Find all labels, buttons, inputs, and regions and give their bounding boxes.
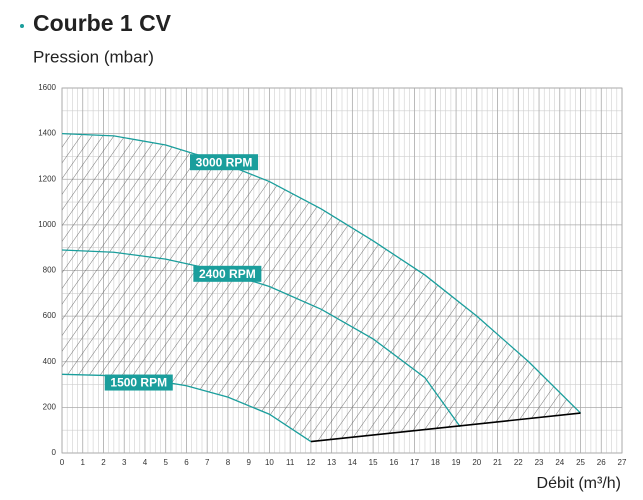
- x-tick-label: 20: [472, 458, 481, 467]
- x-tick-label: 6: [184, 458, 189, 467]
- series-label: 3000 RPM: [190, 154, 258, 171]
- curve: [310, 412, 581, 443]
- x-tick-label: 2: [101, 458, 106, 467]
- x-tick-label: 11: [286, 458, 295, 467]
- x-tick-label: 7: [205, 458, 210, 467]
- y-tick-label: 200: [43, 402, 57, 411]
- x-tick-label: 16: [389, 458, 398, 467]
- series-label: 1500 RPM: [104, 374, 173, 391]
- x-tick-label: 26: [597, 458, 606, 467]
- curve: [61, 249, 461, 428]
- x-tick-label: 18: [431, 458, 440, 467]
- x-tick-label: 3: [122, 458, 127, 467]
- x-tick-label: 21: [493, 458, 502, 467]
- y-tick-label: 1000: [38, 220, 56, 229]
- operating-area-hatch: [62, 133, 581, 442]
- y-tick-label: 1200: [38, 174, 56, 183]
- x-tick-label: 27: [618, 458, 627, 467]
- curve: [61, 373, 312, 443]
- y-tick-label: 400: [43, 357, 57, 366]
- x-tick-label: 8: [226, 458, 231, 467]
- series-label-text: 2400 RPM: [199, 267, 256, 281]
- series-label-box: [190, 154, 258, 171]
- chart-title: Courbe 1 CV: [33, 10, 172, 36]
- y-tick-label: 800: [43, 266, 57, 275]
- y-tick-label: 600: [43, 311, 57, 320]
- x-tick-label: 1: [81, 458, 86, 467]
- x-tick-label: 9: [246, 458, 251, 467]
- x-tick-label: 17: [410, 458, 419, 467]
- y-tick-label: 1400: [38, 129, 56, 138]
- curve: [61, 132, 581, 414]
- x-tick-label: 4: [143, 458, 148, 467]
- y-axis-title: Pression (mbar): [33, 47, 154, 66]
- x-tick-label: 13: [327, 458, 336, 467]
- series-label: 2400 RPM: [193, 265, 262, 282]
- x-tick-label: 12: [306, 458, 315, 467]
- title-bullet: [20, 24, 24, 28]
- series-label-text: 3000 RPM: [196, 155, 253, 169]
- x-tick-label: 25: [576, 458, 585, 467]
- x-tick-label: 15: [369, 458, 378, 467]
- x-axis-title: Débit (m³/h): [537, 475, 621, 492]
- series-label-box: [193, 265, 262, 282]
- x-tick-label: 19: [452, 458, 461, 467]
- y-tick-label: 0: [52, 448, 57, 457]
- x-tick-label: 14: [348, 458, 357, 467]
- x-tick-label: 24: [555, 458, 564, 467]
- x-tick-label: 5: [163, 458, 168, 467]
- x-tick-label: 22: [514, 458, 523, 467]
- series-label-text: 1500 RPM: [110, 376, 167, 390]
- y-tick-label: 1600: [38, 83, 56, 92]
- series-label-box: [104, 374, 173, 391]
- x-tick-label: 10: [265, 458, 274, 467]
- x-tick-label: 0: [60, 458, 65, 467]
- x-tick-label: 23: [535, 458, 544, 467]
